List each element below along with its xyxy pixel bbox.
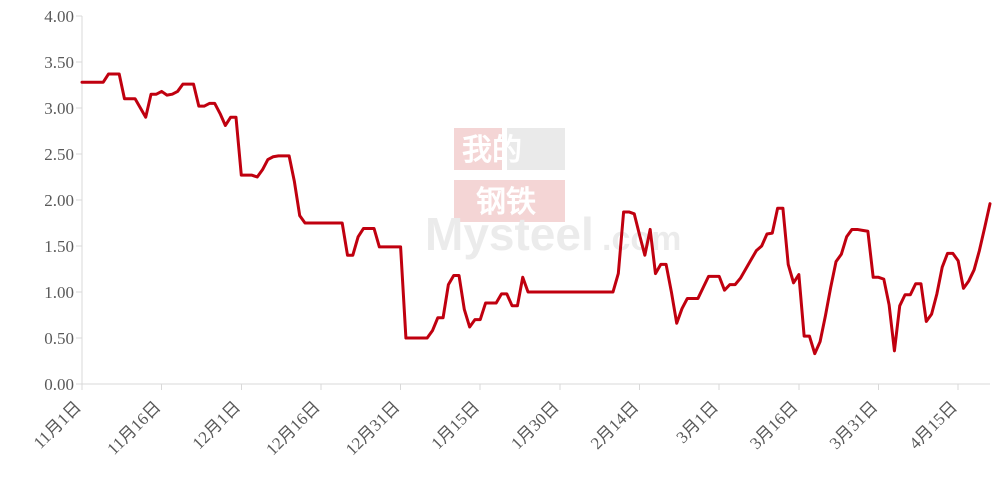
y-tick-label: 3.00: [44, 99, 74, 118]
y-tick-label: 2.00: [44, 191, 74, 210]
y-tick-label: 0.00: [44, 375, 74, 394]
y-tick-label: 0.50: [44, 329, 74, 348]
x-tick-label: 3月31日: [826, 397, 882, 453]
y-tick-label: 4.00: [44, 7, 74, 26]
x-tick-label: 11月16日: [103, 397, 164, 458]
watermark-brand-text: Mysteel: [425, 208, 594, 260]
x-tick-label: 1月30日: [507, 397, 563, 453]
x-tick-label: 12月31日: [342, 397, 404, 459]
x-tick-label: 2月14日: [587, 397, 643, 453]
series-layer: [80, 72, 992, 356]
watermark-top-box-right: [507, 128, 565, 170]
x-tick-label: 1月15日: [428, 397, 484, 453]
y-tick-label: 1.00: [44, 283, 74, 302]
x-tick-label: 3月1日: [673, 397, 722, 446]
x-tick-label: 11月1日: [30, 397, 85, 452]
x-tick-label: 12月16日: [262, 397, 324, 459]
watermark-top-text: 我的: [462, 133, 522, 168]
x-tick-label: 12月1日: [189, 397, 245, 453]
y-tick-label: 1.50: [44, 237, 74, 256]
series-line-0: [80, 72, 992, 356]
y-tick-label: 2.50: [44, 145, 74, 164]
watermark-middle-text: 钢铁: [476, 185, 536, 220]
x-tick-label: 4月15日: [905, 397, 961, 453]
watermark-top-box: [454, 128, 502, 170]
x-tick-label: 3月16日: [746, 397, 802, 453]
watermark-middle-box: [454, 180, 565, 222]
watermark: 我的 钢铁 Mysteel .com: [425, 128, 681, 260]
y-tick-label: 3.50: [44, 53, 74, 72]
